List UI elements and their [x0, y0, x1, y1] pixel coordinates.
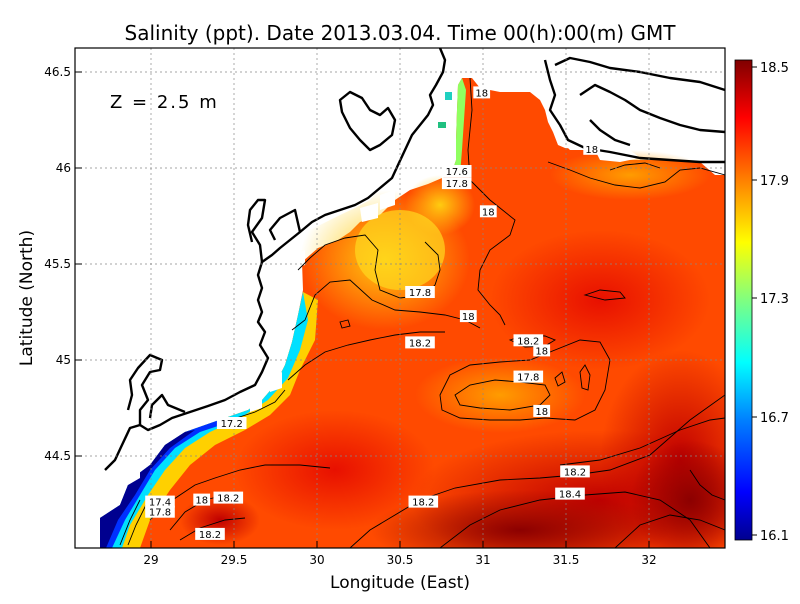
contour-label: 17.6: [441, 165, 472, 178]
contour-label-text: 18: [585, 145, 598, 156]
x-axis-title: Longitude (East): [330, 573, 470, 593]
contour-label: 18: [193, 493, 211, 507]
contour-label-text: 18: [535, 407, 548, 418]
contour-label-text: 18.2: [199, 530, 221, 541]
contour-label-text: 17.8: [409, 288, 431, 299]
x-tick-label: 29: [143, 553, 158, 567]
x-tick-labels: 29 29.5 30 30.5 31 31.5 32: [143, 553, 656, 567]
contour-label-text: 17.2: [221, 419, 243, 430]
coastline: [104, 48, 725, 471]
colorbar-tick-label: 16.7: [760, 411, 789, 426]
salinity-field: [100, 78, 725, 548]
colorbar-ticks: [752, 66, 757, 536]
x-tick-label: 32: [641, 553, 656, 567]
contour-label: 17.8: [405, 286, 435, 299]
y-tick-label: 46.5: [44, 65, 71, 79]
contour-label: 18: [479, 205, 497, 218]
y-axis-title: Latitude (North): [17, 230, 37, 366]
contour-label: 18: [583, 142, 601, 156]
colorbar-tick-label: 16.1: [760, 529, 789, 544]
contour-label-text: 17.8: [149, 508, 171, 519]
colorbar-gradient: [734, 59, 753, 541]
contour-label-text: 18.2: [217, 494, 239, 505]
contour-label: 18: [533, 344, 551, 357]
contour-label-text: 18.2: [564, 467, 586, 478]
contour-label-text: 17.4: [149, 498, 171, 509]
y-tick-label: 45.5: [44, 257, 71, 271]
contour-label-text: 17.8: [517, 373, 539, 384]
contour-label-text: 17.8: [446, 179, 468, 190]
contour-label: 17.4: [145, 495, 175, 509]
x-tick-label: 31: [475, 553, 490, 567]
contour-label-text: 18.2: [412, 498, 434, 509]
gridlines: [75, 48, 725, 548]
x-tick-label: 31.5: [553, 553, 580, 567]
tick-marks: [75, 71, 650, 548]
contour-label: 17.8: [441, 177, 472, 190]
y-tick-label: 44.5: [44, 449, 71, 463]
contour-label: 18.4: [555, 487, 585, 501]
contour-label-text: 18: [535, 346, 548, 357]
contour-label: 18: [473, 86, 491, 99]
contour-label: 17.2: [216, 417, 247, 430]
contour-label-text: 18: [195, 496, 208, 507]
contour-label-text: 18.4: [559, 490, 581, 501]
map-title: Salinity (ppt). Date 2013.03.04. Time 00…: [125, 21, 677, 45]
contour-label: 17.8: [145, 505, 175, 519]
x-tick-label: 29.5: [221, 553, 248, 567]
contour-label: 18.2: [195, 527, 225, 541]
contour-label-text: 18: [462, 312, 475, 323]
y-tick-labels: 44.5 45 45.5 46 46.5: [44, 65, 71, 463]
depth-label: Z = 2.5 m: [110, 92, 219, 113]
contour-label-text: 18.2: [409, 338, 431, 349]
x-tick-label: 30.5: [387, 553, 414, 567]
x-tick-label: 30: [309, 553, 324, 567]
contour-label: 17.8: [513, 370, 544, 384]
contour-label-text: 18.2: [517, 336, 539, 347]
y-tick-label: 46: [56, 161, 71, 175]
colorbar: 18.5 17.9 17.3 16.7 16.1: [734, 59, 789, 544]
contour-label-text: 18: [475, 88, 488, 99]
contour-label: 18: [533, 404, 551, 418]
contour-label-text: 17.6: [446, 167, 468, 178]
contour-label: 18.2: [213, 491, 244, 505]
colorbar-tick-label: 18.5: [760, 61, 789, 76]
contour-label: 18.2: [408, 495, 439, 509]
contour-label: 18.2: [405, 336, 435, 349]
contour-label: 18.2: [513, 334, 544, 347]
colorbar-tick-label: 17.9: [760, 174, 789, 189]
y-tick-label: 45: [56, 353, 71, 367]
colorbar-tick-label: 17.3: [760, 292, 789, 307]
contour-label: 18: [459, 310, 477, 323]
contour-label-text: 18: [482, 207, 495, 218]
contour-label: 18.2: [560, 465, 590, 478]
